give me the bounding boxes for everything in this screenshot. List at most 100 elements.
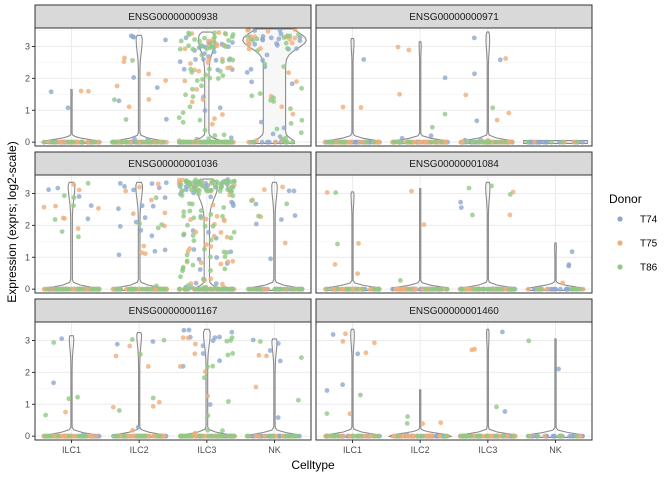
data-point (210, 121, 215, 127)
data-point (202, 35, 207, 41)
data-point (417, 139, 423, 145)
data-point (372, 340, 377, 346)
data-point (260, 34, 266, 39)
data-point (207, 75, 213, 81)
data-point (246, 41, 251, 47)
violin-ILC3 (191, 31, 223, 144)
data-point (220, 112, 225, 117)
data-point (272, 139, 278, 145)
data-point (158, 286, 164, 292)
data-point (197, 38, 202, 44)
data-point (356, 241, 361, 246)
data-point (470, 212, 475, 218)
data-point (403, 433, 409, 439)
data-point (279, 286, 285, 292)
data-point (223, 31, 229, 37)
data-point (113, 353, 119, 359)
panel-border (315, 27, 593, 147)
data-point (289, 81, 295, 87)
data-point (279, 217, 284, 223)
data-point (357, 139, 363, 145)
data-point (571, 139, 577, 145)
data-point (65, 105, 71, 111)
facet-strip-label: ENSG00000001167 (129, 306, 218, 317)
data-point (181, 139, 187, 145)
legend-key-T74 (617, 216, 623, 222)
data-point (207, 66, 212, 72)
data-point (218, 261, 224, 267)
y-tick-label: 0 (25, 431, 30, 441)
data-point (201, 276, 206, 282)
data-point (139, 203, 145, 209)
data-point (199, 178, 205, 184)
data-point (176, 115, 182, 120)
data-point (178, 182, 184, 188)
data-point (79, 139, 85, 145)
data-point (358, 433, 364, 439)
data-point (180, 177, 186, 183)
data-point (265, 28, 271, 34)
data-point (75, 394, 80, 400)
data-point (112, 97, 117, 103)
facet-strip-label: ENSG00000000938 (128, 12, 218, 23)
data-point (560, 280, 566, 286)
data-point (421, 222, 427, 228)
data-point (203, 216, 209, 222)
data-point (185, 283, 191, 288)
data-point (294, 46, 299, 51)
data-point (220, 73, 226, 78)
data-point (162, 195, 168, 201)
data-point (146, 139, 152, 145)
data-point (444, 286, 450, 292)
data-point (208, 244, 214, 249)
data-point (207, 45, 213, 51)
data-point (197, 117, 203, 123)
data-point (230, 351, 236, 356)
data-point (429, 124, 435, 130)
data-point (92, 139, 98, 145)
data-point (244, 70, 250, 75)
data-point (570, 286, 575, 292)
data-point (163, 37, 168, 43)
legend-title: Donor (609, 192, 642, 206)
data-point (253, 221, 259, 227)
data-point (466, 185, 472, 191)
data-point (249, 93, 255, 99)
data-point (114, 286, 119, 292)
data-point (164, 139, 169, 145)
data-point (212, 335, 218, 340)
data-point (224, 338, 230, 344)
data-point (208, 268, 213, 273)
data-point (152, 248, 158, 254)
data-point (200, 183, 205, 189)
data-point (153, 195, 159, 201)
data-point (205, 364, 210, 370)
data-point (423, 286, 429, 292)
data-point (324, 433, 330, 439)
data-point (372, 286, 378, 292)
data-point (574, 286, 580, 292)
data-point (275, 415, 281, 420)
panel-background (316, 322, 592, 440)
data-point (329, 433, 334, 439)
violin-ILC3 (460, 328, 516, 438)
data-point (230, 57, 236, 63)
data-point (76, 194, 82, 199)
data-point (324, 411, 330, 416)
y-tick-label: 1 (25, 252, 30, 262)
data-point (510, 433, 516, 439)
data-point (193, 139, 199, 145)
data-point (433, 139, 439, 145)
data-point (146, 71, 152, 77)
data-point (110, 404, 116, 410)
data-point (361, 57, 367, 62)
data-point (118, 286, 123, 292)
data-point (256, 213, 261, 219)
data-point (221, 217, 227, 223)
data-point (157, 433, 162, 439)
data-point (335, 433, 341, 439)
data-point (464, 139, 470, 145)
data-point (197, 433, 203, 439)
data-point (187, 184, 192, 189)
data-point (147, 433, 153, 439)
